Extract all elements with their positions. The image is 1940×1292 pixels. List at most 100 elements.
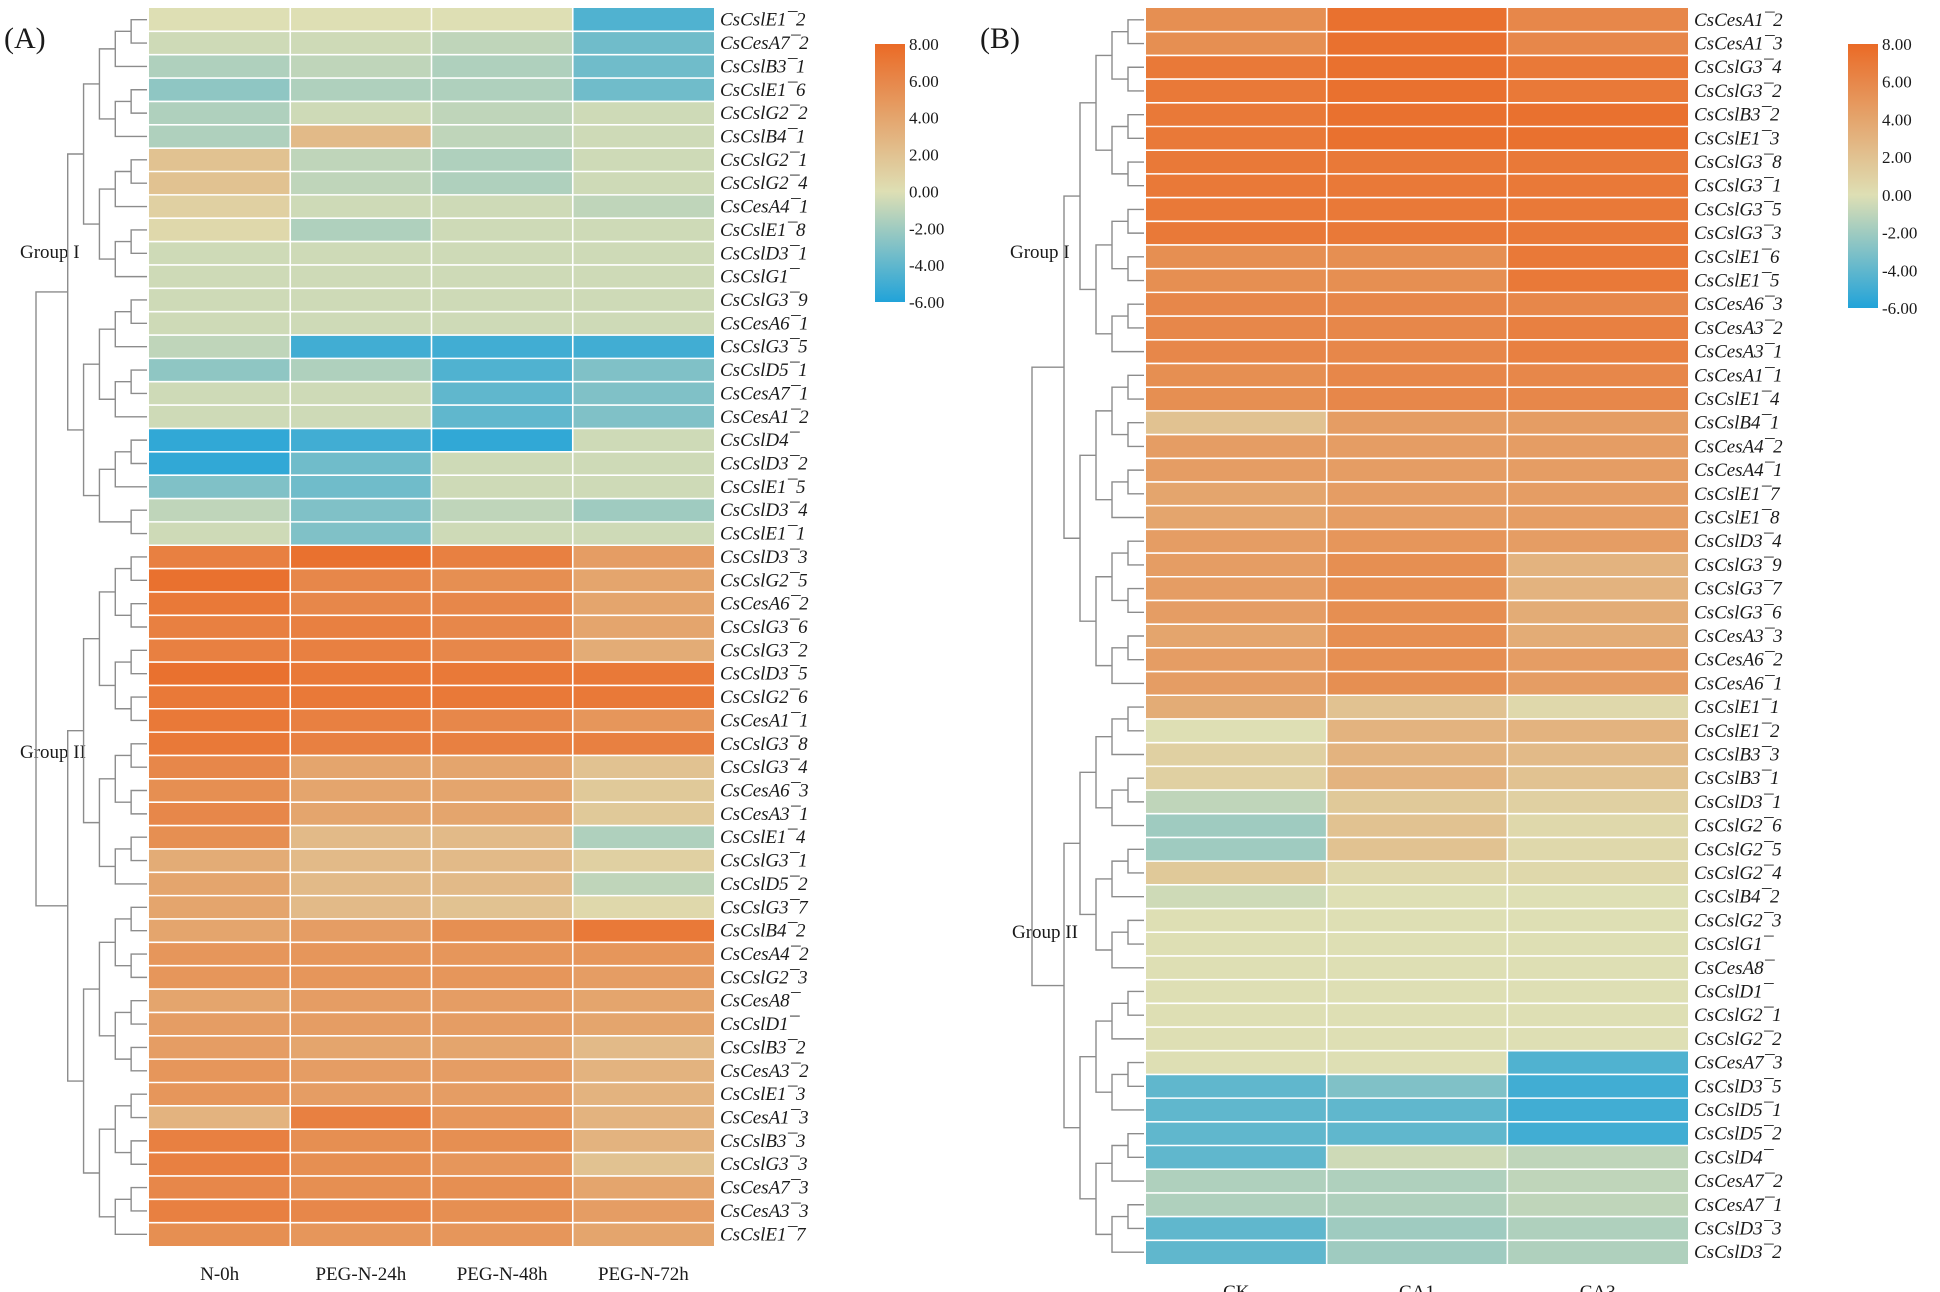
panel-b-dendrogram-branch xyxy=(1127,777,1144,803)
panel-a-row-label: CsCslG2¯5 xyxy=(720,570,808,591)
panel-b-cell xyxy=(1507,244,1688,269)
panel-b-cell xyxy=(1326,1145,1508,1170)
panel-a-cell xyxy=(572,1152,714,1176)
panel-b-cell xyxy=(1507,1240,1688,1264)
panel-b-cell xyxy=(1326,553,1508,577)
panel-a-cell xyxy=(431,662,573,686)
panel-a-cell xyxy=(290,358,432,382)
panel-a-cell xyxy=(572,194,714,219)
panel-a-row-label: CsCesA1¯3 xyxy=(720,1108,809,1129)
panel-a-cell xyxy=(572,358,714,382)
panel-b-column-label: CA3 xyxy=(1580,1282,1616,1292)
panel-a-cell xyxy=(431,1105,573,1130)
panel-a-row-label: CsCslB3¯1 xyxy=(720,56,806,77)
panel-a-cell xyxy=(572,778,714,803)
panel-b-cell xyxy=(1146,244,1327,269)
panel-a-cell xyxy=(149,405,291,429)
panel-a-cell xyxy=(572,428,714,452)
panel-a-dendrogram-branch xyxy=(130,509,147,535)
panel-b-cell xyxy=(1326,1192,1508,1217)
panel-a-cell xyxy=(290,1222,432,1246)
panel-a-cell xyxy=(572,8,714,32)
panel-a-cell xyxy=(149,965,291,990)
panel-a-row-label: CsCslG2¯6 xyxy=(720,687,808,708)
panel-a-cell xyxy=(290,335,432,359)
panel-b-row-label: CsCesA6¯3 xyxy=(1694,294,1783,315)
panel-b-dendrogram-branch xyxy=(1127,256,1144,282)
panel-b-cell xyxy=(1326,150,1508,174)
panel-b-cell xyxy=(1507,766,1688,791)
panel-a-dendrogram-branch xyxy=(130,696,147,722)
panel-b-cell xyxy=(1146,600,1327,625)
panel-a-cell xyxy=(149,638,291,663)
panel-a-cell xyxy=(572,872,714,896)
panel-a-cell xyxy=(290,755,432,779)
panel-b-cell xyxy=(1326,837,1508,862)
panel-a-cell xyxy=(149,218,291,242)
panel-a-dendrogram-branch xyxy=(114,240,147,278)
panel-a-cell xyxy=(572,942,714,966)
panel-a-dendrogram-branch xyxy=(98,778,116,868)
panel-b-cell xyxy=(1507,861,1688,885)
panel-a-cell xyxy=(572,848,714,873)
panel-a-cell xyxy=(290,1105,432,1130)
panel-a-cell xyxy=(431,685,573,709)
panel-a-cell xyxy=(431,311,573,336)
panel-b-dendrogram-branch xyxy=(1127,161,1144,187)
panel-a-cell xyxy=(149,101,291,125)
panel-a-cell xyxy=(290,1012,432,1036)
panel-b-row-label: CsCslE1¯7 xyxy=(1694,484,1781,505)
panel-a-cell xyxy=(572,895,714,919)
panel-a-cell xyxy=(290,31,432,55)
panel-b-cell xyxy=(1507,1098,1688,1122)
panel-b-cell xyxy=(1326,813,1508,838)
panel-b-cell xyxy=(1507,8,1688,32)
panel-a-dendrogram-branch xyxy=(114,100,147,138)
panel-a-cell xyxy=(149,241,291,265)
panel-a-cell xyxy=(572,54,714,79)
panel-b-cell xyxy=(1146,884,1327,909)
panel-b-cell xyxy=(1326,102,1508,127)
panel-b-cell xyxy=(1507,458,1688,482)
panel-a-cell xyxy=(431,78,573,102)
panel-a-cell xyxy=(290,708,432,733)
panel-b-row-label: CsCslG2¯3 xyxy=(1694,910,1782,931)
panel-a-cell xyxy=(290,848,432,873)
panel-a-dendrogram-branch xyxy=(35,291,68,907)
panel-a-row-label: CsCesA7¯2 xyxy=(720,33,809,54)
panel-a-dendrogram-branch xyxy=(130,1093,147,1119)
panel-b-cell xyxy=(1326,1074,1508,1099)
panel-b-dendrogram-branch xyxy=(1111,552,1128,602)
panel-b-cell xyxy=(1507,150,1688,174)
panel-b-dendrogram-branch xyxy=(1111,1073,1144,1111)
panel-a-cell xyxy=(290,1082,432,1106)
panel-a-cell xyxy=(149,521,291,546)
panel-a-dendrogram-branch xyxy=(130,439,147,465)
panel-b-dendrogram-branch xyxy=(1127,706,1144,732)
panel-b-cell xyxy=(1507,31,1688,56)
panel-b-cell xyxy=(1507,481,1688,506)
panel-a-cell xyxy=(431,148,573,172)
panel-a-cell xyxy=(431,475,573,499)
panel-b-cell xyxy=(1146,1027,1327,1051)
panel-a-row-label: CsCesA1¯1 xyxy=(720,710,809,731)
panel-b-cell xyxy=(1326,458,1508,482)
panel-a-cell xyxy=(572,171,714,195)
panel-a-cell xyxy=(149,1222,291,1246)
panel-a-cell xyxy=(572,1175,714,1200)
panel-b-cell xyxy=(1507,268,1688,293)
panel-b-row-label: CsCesA7¯3 xyxy=(1694,1053,1783,1074)
panel-a-cell xyxy=(431,358,573,382)
panel-b-cell xyxy=(1507,932,1688,956)
panel-b-cell xyxy=(1507,1027,1688,1051)
panel-a-cell xyxy=(149,475,291,499)
panel-b-cell xyxy=(1326,292,1508,317)
panel-a-dendrogram-branch xyxy=(114,310,147,348)
panel-a-cell xyxy=(149,78,291,102)
panel-a-cell xyxy=(572,989,714,1013)
panel-a-color-legend-bar xyxy=(875,44,905,302)
panel-a-dendrogram-branch xyxy=(114,1011,132,1060)
panel-a-row-label: CsCslD3¯1 xyxy=(720,243,808,264)
panel-b-row-label: CsCslG2¯5 xyxy=(1694,839,1782,860)
